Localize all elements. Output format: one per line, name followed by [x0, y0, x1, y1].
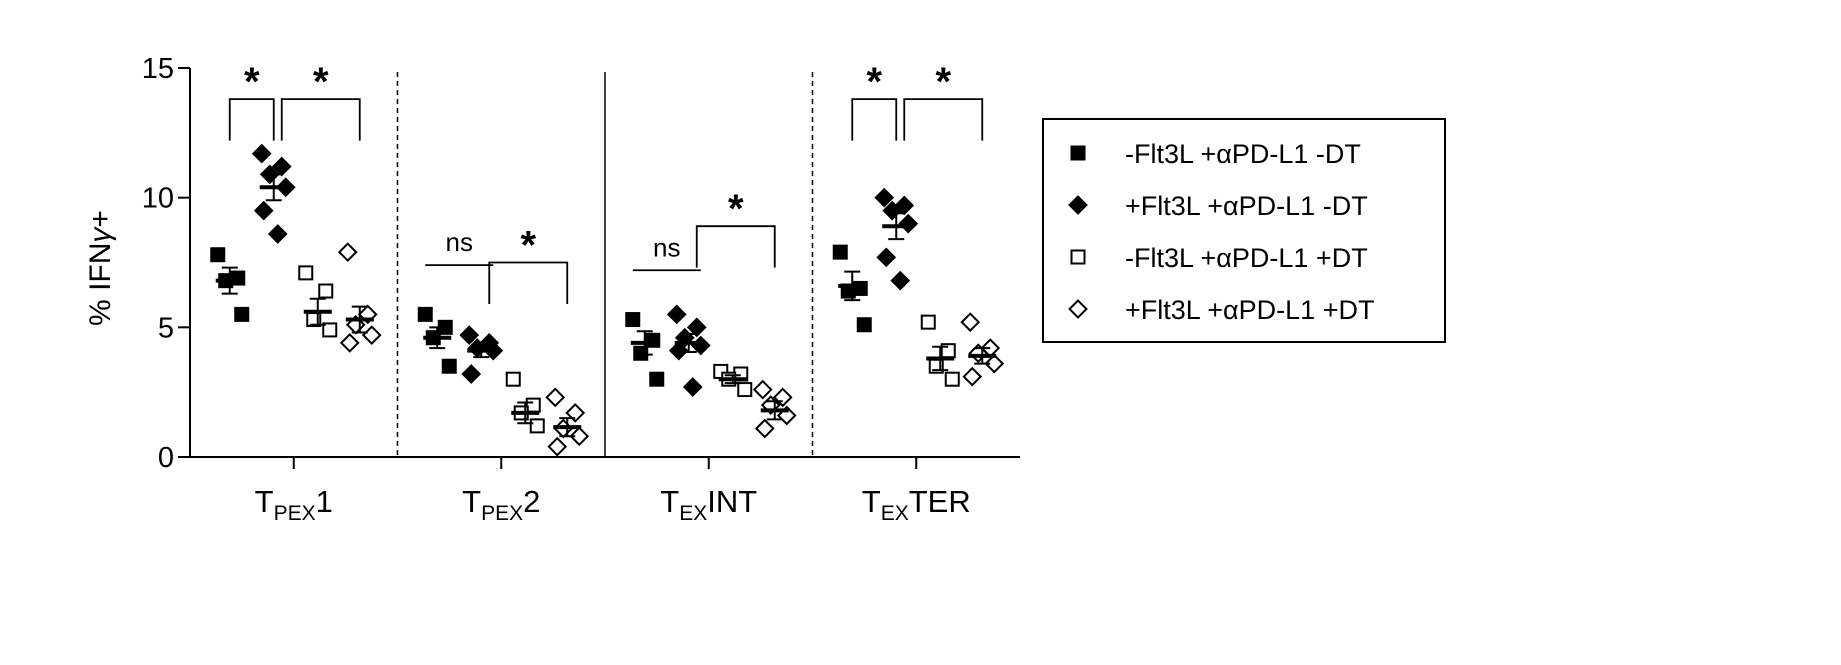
data-point	[234, 306, 250, 322]
significance-label: *	[728, 187, 744, 231]
data-point	[210, 247, 226, 263]
data-point	[339, 333, 360, 353]
data-point	[461, 364, 482, 384]
legend: -Flt3L +αPD-L1 -DT +Flt3L +αPD-L1 -DT -Flt…	[1042, 118, 1446, 343]
significance-label: ns	[653, 232, 680, 262]
data-point	[322, 322, 338, 338]
legend-label: +Flt3L +αPD-L1 -DT	[1125, 191, 1368, 221]
x-tick-label: TEXTER	[862, 484, 971, 525]
data-point	[441, 358, 457, 374]
data-point	[686, 317, 707, 338]
data-point	[944, 371, 960, 387]
data-point	[874, 187, 895, 208]
y-tick-label: 15	[142, 53, 174, 85]
data-point	[318, 283, 334, 299]
data-point	[547, 436, 568, 457]
data-point	[267, 224, 288, 244]
legend-box	[1042, 118, 1446, 343]
data-point	[832, 244, 848, 260]
data-point	[251, 143, 272, 164]
significance-bracket	[228, 98, 275, 141]
data-points	[210, 143, 1005, 457]
data-point	[625, 312, 641, 328]
x-tick-labels: TPEX1 TPEX2 TEXINT TEXTER	[255, 484, 971, 525]
data-point	[984, 353, 1005, 374]
significance-label: *	[520, 224, 536, 268]
data-point	[666, 304, 687, 325]
x-tick-label: TPEX2	[462, 484, 540, 525]
data-point	[890, 270, 911, 291]
data-point	[253, 200, 274, 221]
data-point	[898, 213, 919, 234]
legend-marker	[1068, 195, 1088, 215]
data-point	[649, 371, 665, 387]
data-point	[298, 265, 314, 281]
data-point	[960, 312, 981, 333]
significance-label: *	[313, 60, 329, 104]
significance-bracket	[851, 98, 898, 141]
legend-marker	[1068, 299, 1088, 319]
significance-label: *	[866, 60, 882, 104]
y-tick-label: 5	[158, 312, 174, 344]
data-point	[737, 382, 753, 398]
legend-marker	[1070, 145, 1086, 161]
data-point	[752, 379, 773, 400]
significance-bracket	[695, 225, 776, 268]
significance-annotations: * * ns * ns * * *	[228, 60, 984, 304]
group-separators	[396, 72, 814, 457]
legend-label: -Flt3L +αPD-L1 -DT	[1125, 139, 1361, 169]
data-point	[337, 242, 358, 262]
data-point	[754, 418, 775, 439]
significance-label: ns	[446, 227, 473, 257]
legend-label: +Flt3L +αPD-L1 +DT	[1125, 295, 1374, 325]
data-point	[876, 247, 897, 268]
significance-label: *	[244, 60, 260, 104]
mean-sem-bars	[215, 173, 997, 438]
data-point	[361, 325, 382, 345]
data-point	[682, 377, 703, 397]
data-point	[920, 314, 936, 330]
y-axis-label: % IFNγ+	[84, 210, 117, 326]
data-point	[569, 426, 590, 447]
x-tick-label: TPEX1	[255, 484, 333, 525]
data-point	[962, 366, 983, 387]
significance-bracket	[488, 261, 569, 304]
legend-label: -Flt3L +αPD-L1 +DT	[1125, 243, 1368, 273]
data-point	[505, 371, 521, 387]
y-tick-label: 10	[142, 183, 174, 215]
data-point	[417, 306, 433, 322]
axes: 0 5 10 15	[142, 53, 1020, 474]
significance-label: *	[935, 60, 951, 104]
significance-bracket	[280, 98, 361, 141]
y-tick-label: 0	[158, 442, 174, 474]
data-point	[668, 340, 689, 361]
data-point	[545, 387, 566, 408]
significance-bracket	[903, 98, 984, 141]
data-point	[856, 317, 872, 333]
data-point	[529, 418, 545, 434]
x-tick-label: TEXINT	[660, 484, 757, 525]
legend-marker	[1070, 249, 1086, 265]
data-point	[459, 325, 480, 345]
